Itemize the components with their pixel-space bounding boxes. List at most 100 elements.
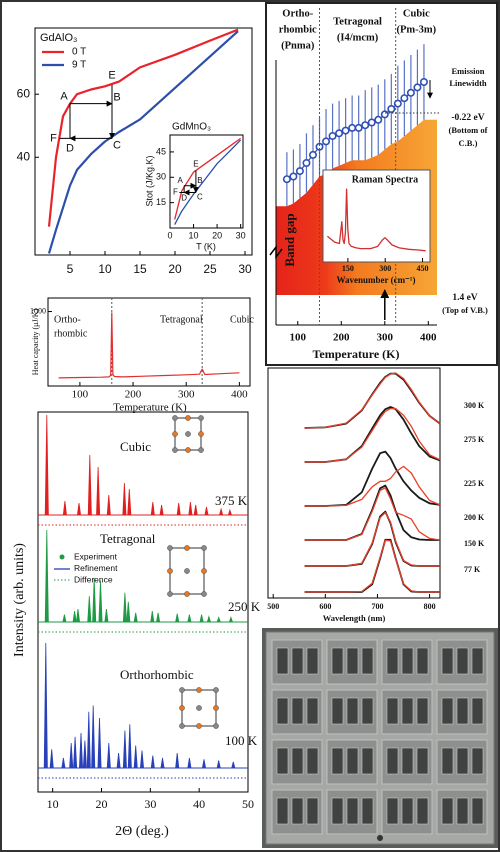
pattern-name: Cubic <box>120 439 151 454</box>
diffraction-peak <box>133 745 138 769</box>
diffraction-peak <box>139 750 145 769</box>
plate-slot <box>386 747 399 775</box>
crystal-atom <box>213 705 219 711</box>
diffraction-peak <box>92 577 97 623</box>
spectrum-label: 150 K <box>464 539 485 548</box>
axis-break <box>269 244 283 260</box>
linewidth-point <box>406 88 415 97</box>
x-tick-label: 700 <box>371 602 383 611</box>
point-label: C <box>197 193 203 202</box>
pattern-temperature: 250 K <box>228 599 261 614</box>
x-tick-label: 30 <box>144 797 156 811</box>
plate-slot <box>306 747 319 775</box>
y-axis-label: Intensity (arb. units) <box>12 543 27 657</box>
panel-frame <box>265 2 498 366</box>
crystal-atom <box>172 415 178 421</box>
inset-y-label: Heat capacity (μJ/K) <box>31 308 40 375</box>
diffraction-peak <box>150 501 155 516</box>
crystal-atom <box>167 591 173 597</box>
x-tick-label: 400 <box>420 332 437 344</box>
plate-slot <box>416 747 429 775</box>
x-tick-label: 10 <box>47 797 59 811</box>
point-label: E <box>108 70 115 82</box>
diffraction-peak <box>122 482 127 516</box>
x-tick-label: 10 <box>98 262 112 276</box>
spectrum-fit <box>304 407 441 463</box>
plate-slot <box>441 647 454 675</box>
diffraction-peak <box>72 610 77 623</box>
crystal-atom <box>213 687 219 693</box>
diffraction-peak <box>187 757 192 769</box>
point-label: E <box>193 160 198 169</box>
crystal-atom <box>184 545 190 551</box>
spectrum-fit <box>304 511 440 567</box>
plate-slot <box>441 697 454 725</box>
x-tick-label: 300 <box>178 389 195 401</box>
diffraction-peak <box>160 757 165 769</box>
x-tick-label: 100 <box>290 332 307 344</box>
x-tick-label: 50 <box>242 797 254 811</box>
plate-slot <box>386 797 399 825</box>
x-tick-label: 20 <box>168 262 182 276</box>
plate-slot <box>361 647 374 675</box>
diffraction-peak <box>126 601 131 623</box>
phase-group: (Pnma) <box>281 40 315 51</box>
plate-slot <box>471 797 484 825</box>
point-label: A <box>60 91 68 103</box>
diffraction-peak <box>216 616 221 623</box>
plate-slot <box>471 747 484 775</box>
plate-slot <box>441 747 454 775</box>
diffraction-peak <box>116 752 121 769</box>
plate-slot <box>331 697 344 725</box>
inset-title: Raman Spectra <box>352 174 418 185</box>
plate-slot <box>416 697 429 725</box>
annotation: 1.4 eV <box>452 293 477 303</box>
diffraction-peak <box>127 488 132 516</box>
spectrum-fit <box>304 372 441 429</box>
legend-label: Difference <box>74 574 113 584</box>
legend-marker <box>59 554 65 560</box>
point-label: B <box>113 92 120 104</box>
plate-slot <box>276 797 289 825</box>
crystal-atom <box>198 447 204 453</box>
phase-group: (Pm-3m) <box>397 24 437 35</box>
linewidth-point <box>302 159 311 168</box>
diffraction-peak <box>159 504 164 516</box>
plate-slot <box>456 747 469 775</box>
crystal-atom <box>184 591 190 597</box>
linewidth-point <box>308 150 317 159</box>
plate-slot <box>361 747 374 775</box>
plate-hole <box>377 835 383 841</box>
phase-name: Cubic <box>230 314 254 325</box>
diffraction-peak <box>122 730 127 769</box>
diffraction-peak <box>122 592 127 623</box>
point-label: A <box>177 176 183 185</box>
linewidth-point <box>341 126 350 135</box>
diffraction-peak <box>69 742 74 769</box>
plate-slot <box>456 647 469 675</box>
plate-slot <box>471 647 484 675</box>
x-axis-label: Temperature (K) <box>313 347 400 361</box>
x-tick-label: 30 <box>236 230 246 240</box>
spectrum-measured <box>304 372 441 429</box>
x-tick-label: 800 <box>424 602 436 611</box>
spectrum-label: 225 K <box>464 479 485 488</box>
linewidth-point <box>367 118 376 127</box>
x-tick-label: 400 <box>231 389 248 401</box>
linewidth-point <box>413 83 422 92</box>
crystal-atom <box>167 545 173 551</box>
x-tick-label: 500 <box>267 602 279 611</box>
point-label: D <box>181 194 187 203</box>
plate-slot <box>276 697 289 725</box>
plate-slot <box>346 647 359 675</box>
plate-slot <box>331 747 344 775</box>
phase-group: (I4/mcm) <box>337 32 379 43</box>
point-label: F <box>173 188 178 197</box>
diffraction-peak <box>187 614 192 623</box>
plate-slot <box>346 747 359 775</box>
plate-slot <box>361 697 374 725</box>
diffraction-peak <box>76 502 82 516</box>
crystal-atom <box>196 687 202 693</box>
